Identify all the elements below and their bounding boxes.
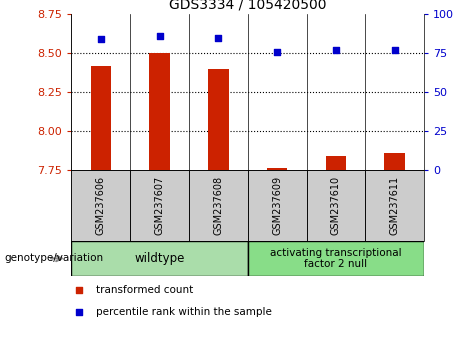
Title: GDS3334 / 105420500: GDS3334 / 105420500 — [169, 0, 326, 12]
Text: GSM237608: GSM237608 — [213, 176, 224, 235]
Bar — [71, 241, 248, 276]
Bar — [130, 170, 189, 241]
Bar — [71, 170, 130, 241]
Text: GSM237610: GSM237610 — [331, 176, 341, 235]
Text: genotype/variation: genotype/variation — [5, 253, 104, 263]
Text: percentile rank within the sample: percentile rank within the sample — [96, 307, 272, 316]
Text: GSM237607: GSM237607 — [154, 176, 165, 235]
Bar — [189, 170, 248, 241]
Bar — [384, 153, 405, 170]
Point — [391, 47, 398, 53]
Text: activating transcriptional
factor 2 null: activating transcriptional factor 2 null — [270, 247, 402, 269]
Point — [75, 287, 82, 293]
Bar — [248, 241, 424, 276]
Point — [215, 35, 222, 40]
Point — [273, 49, 281, 55]
Point — [156, 33, 163, 39]
Bar — [307, 170, 366, 241]
Bar — [149, 53, 170, 170]
Point — [332, 47, 340, 53]
Point — [97, 36, 105, 42]
Point — [75, 309, 82, 314]
Text: GSM237611: GSM237611 — [390, 176, 400, 235]
Bar — [267, 169, 288, 170]
Bar — [208, 69, 229, 170]
Bar — [325, 156, 346, 170]
Bar — [365, 170, 424, 241]
Text: GSM237609: GSM237609 — [272, 176, 282, 235]
Bar — [248, 170, 307, 241]
Text: wildtype: wildtype — [135, 252, 185, 265]
Bar — [90, 65, 111, 170]
Text: GSM237606: GSM237606 — [96, 176, 106, 235]
Text: transformed count: transformed count — [96, 285, 194, 295]
